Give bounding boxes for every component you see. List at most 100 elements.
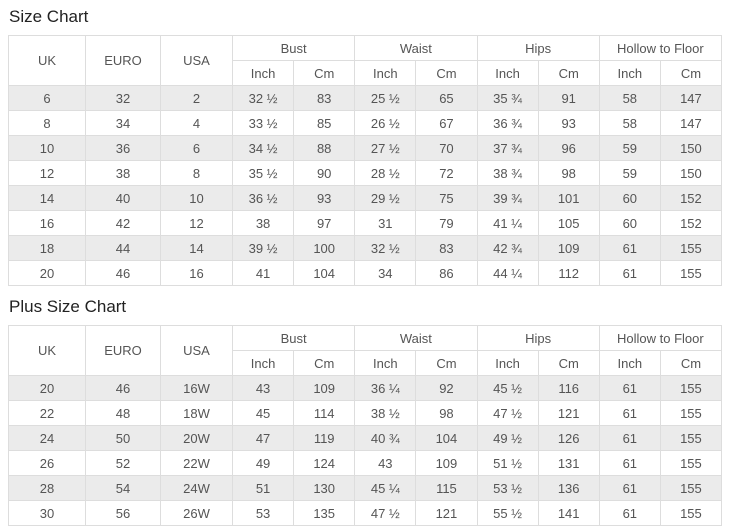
subheader-bust-cm: Cm bbox=[293, 350, 356, 376]
plus-size-chart-section: Plus Size Chart UK EURO USA Bust Waist Hips Ho… bbox=[8, 297, 723, 526]
table-row: 6 32 2 32 ½ 83 25 ½ 65 35 ¾ 91 58 147 bbox=[8, 85, 723, 111]
table-cell: 61 bbox=[598, 235, 661, 261]
table-cell: 4 bbox=[160, 110, 233, 136]
subheader-waist-cm: Cm bbox=[415, 350, 478, 376]
table-cell: 20 bbox=[8, 375, 86, 401]
group-header-hips: Hips bbox=[476, 35, 600, 61]
table-cell: 32 ½ bbox=[231, 85, 295, 111]
table-cell: 104 bbox=[415, 425, 478, 451]
table-cell: 18W bbox=[160, 400, 233, 426]
table-cell: 36 bbox=[85, 135, 161, 161]
table-cell: 40 bbox=[85, 185, 161, 211]
size-chart-section: Size Chart UK EURO USA Bust Waist Hips Hollow … bbox=[8, 7, 723, 286]
table-row: 18 44 14 39 ½ 100 32 ½ 83 42 ¾ 109 61 155 bbox=[8, 235, 723, 261]
table-row: 14 40 10 36 ½ 93 29 ½ 75 39 ¾ 101 60 152 bbox=[8, 185, 723, 211]
subheader-hips-inch: Inch bbox=[476, 60, 539, 86]
table-cell: 75 bbox=[415, 185, 478, 211]
table-cell: 47 ½ bbox=[354, 500, 417, 526]
subheader-waist-inch: Inch bbox=[354, 350, 417, 376]
table-cell: 79 bbox=[415, 210, 478, 236]
table-cell: 51 ½ bbox=[476, 450, 539, 476]
group-header-bust: Bust bbox=[231, 35, 356, 61]
table-cell: 34 bbox=[85, 110, 161, 136]
table-cell: 58 bbox=[598, 110, 661, 136]
table-cell: 97 bbox=[293, 210, 356, 236]
table-cell: 45 ¼ bbox=[354, 475, 417, 501]
table-row: 20 46 16W 43 109 36 ¼ 92 45 ½ 116 61 155 bbox=[8, 375, 723, 401]
table-cell: 61 bbox=[598, 475, 661, 501]
table-cell: 93 bbox=[293, 185, 356, 211]
table-cell: 86 bbox=[415, 260, 478, 286]
table-cell: 61 bbox=[598, 400, 661, 426]
table-row: 12 38 8 35 ½ 90 28 ½ 72 38 ¾ 98 59 150 bbox=[8, 160, 723, 186]
table-cell: 53 bbox=[231, 500, 295, 526]
size-chart-title: Size Chart bbox=[9, 7, 89, 26]
table-cell: 131 bbox=[537, 450, 600, 476]
table-cell: 46 bbox=[85, 375, 161, 401]
table-cell: 45 ½ bbox=[476, 375, 539, 401]
table-cell: 22 bbox=[8, 400, 86, 426]
column-header-euro: EURO bbox=[85, 325, 161, 376]
group-header-hips: Hips bbox=[476, 325, 600, 351]
table-cell: 72 bbox=[415, 160, 478, 186]
table-cell: 61 bbox=[598, 260, 661, 286]
table-cell: 35 ¾ bbox=[476, 85, 539, 111]
table-row: 26 52 22W 49 124 43 109 51 ½ 131 61 155 bbox=[8, 450, 723, 476]
table-cell: 28 bbox=[8, 475, 86, 501]
subheader-hollow-to-floor-cm: Cm bbox=[659, 350, 723, 376]
table-cell: 27 ½ bbox=[354, 135, 417, 161]
table-cell: 55 ½ bbox=[476, 500, 539, 526]
plus-size-chart-title: Plus Size Chart bbox=[9, 297, 127, 316]
table-cell: 114 bbox=[293, 400, 356, 426]
column-header-uk: UK bbox=[8, 35, 86, 86]
table-cell: 136 bbox=[537, 475, 600, 501]
column-header-usa: USA bbox=[160, 35, 233, 86]
table-cell: 30 bbox=[8, 500, 86, 526]
table-cell: 105 bbox=[537, 210, 600, 236]
table-cell: 61 bbox=[598, 450, 661, 476]
column-header-euro: EURO bbox=[85, 35, 161, 86]
table-cell: 104 bbox=[293, 260, 356, 286]
table-cell: 130 bbox=[293, 475, 356, 501]
table-cell: 85 bbox=[293, 110, 356, 136]
table-cell: 51 bbox=[231, 475, 295, 501]
table-cell: 44 bbox=[85, 235, 161, 261]
table-cell: 88 bbox=[293, 135, 356, 161]
table-cell: 121 bbox=[415, 500, 478, 526]
column-header-usa: USA bbox=[160, 325, 233, 376]
header-row-units: Inch Cm Inch Cm Inch Cm Inch Cm bbox=[9, 350, 723, 376]
table-cell: 25 ½ bbox=[354, 85, 417, 111]
table-cell: 14 bbox=[8, 185, 86, 211]
table-cell: 155 bbox=[659, 475, 723, 501]
table-cell: 59 bbox=[598, 135, 661, 161]
table-cell: 33 ½ bbox=[231, 110, 295, 136]
table-cell: 45 bbox=[231, 400, 295, 426]
table-cell: 155 bbox=[659, 375, 723, 401]
table-cell: 34 bbox=[354, 260, 417, 286]
table-cell: 43 bbox=[231, 375, 295, 401]
table-cell: 35 ½ bbox=[231, 160, 295, 186]
table-cell: 61 bbox=[598, 425, 661, 451]
table-cell: 38 bbox=[231, 210, 295, 236]
table-cell: 36 ¼ bbox=[354, 375, 417, 401]
subheader-hips-cm: Cm bbox=[537, 350, 600, 376]
table-cell: 116 bbox=[537, 375, 600, 401]
table-cell: 28 ½ bbox=[354, 160, 417, 186]
table-row: 24 50 20W 47 119 40 ¾ 104 49 ½ 126 61 155 bbox=[8, 425, 723, 451]
table-cell: 46 bbox=[85, 260, 161, 286]
table-cell: 20 bbox=[8, 260, 86, 286]
table-cell: 61 bbox=[598, 500, 661, 526]
table-cell: 152 bbox=[659, 185, 723, 211]
table-row: 8 34 4 33 ½ 85 26 ½ 67 36 ¾ 93 58 147 bbox=[8, 110, 723, 136]
subheader-bust-inch: Inch bbox=[231, 350, 295, 376]
table-cell: 155 bbox=[659, 235, 723, 261]
table-cell: 60 bbox=[598, 210, 661, 236]
table-cell: 6 bbox=[8, 85, 86, 111]
table-cell: 59 bbox=[598, 160, 661, 186]
table-cell: 124 bbox=[293, 450, 356, 476]
table-cell: 36 ½ bbox=[231, 185, 295, 211]
header-row-units: Inch Cm Inch Cm Inch Cm Inch Cm bbox=[9, 60, 723, 86]
table-cell: 115 bbox=[415, 475, 478, 501]
table-cell: 32 ½ bbox=[354, 235, 417, 261]
subheader-hips-inch: Inch bbox=[476, 350, 539, 376]
